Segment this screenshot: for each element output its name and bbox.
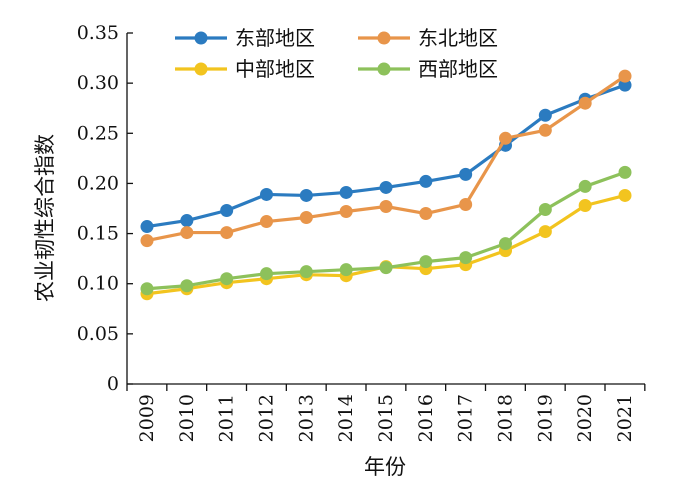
legend-item: 西部地区 <box>358 57 498 81</box>
data-point <box>618 69 632 83</box>
data-point <box>419 255 433 269</box>
data-point <box>419 174 433 188</box>
x-axis-title: 年份 <box>364 455 406 479</box>
data-point <box>618 165 632 179</box>
legend-item: 东部地区 <box>175 26 315 50</box>
data-point <box>499 131 512 145</box>
series-4 <box>140 165 632 296</box>
data-point <box>499 237 512 251</box>
data-point <box>140 220 154 234</box>
series-2 <box>140 69 632 248</box>
data-point <box>578 179 592 193</box>
x-tick-label: 2012 <box>256 394 278 442</box>
data-point <box>578 96 592 110</box>
x-tick-label: 2017 <box>455 394 477 442</box>
y-tick-label: 0 <box>107 373 119 395</box>
data-point <box>379 180 393 194</box>
data-point <box>538 225 552 239</box>
legend-label: 东北地区 <box>418 26 498 50</box>
x-tick-label: 2016 <box>415 394 437 442</box>
legend-item: 中部地区 <box>175 57 315 81</box>
x-tick-label: 2014 <box>335 394 357 442</box>
data-point <box>339 205 353 219</box>
data-point <box>339 263 353 277</box>
y-tick-label: 0.20 <box>77 172 119 194</box>
data-point <box>538 108 552 122</box>
data-point <box>260 187 273 201</box>
data-point <box>459 197 473 211</box>
legend-marker <box>377 31 391 45</box>
legend-label: 西部地区 <box>418 57 498 81</box>
x-tick-label: 2015 <box>375 394 397 442</box>
data-point <box>379 261 393 275</box>
x-tick-label: 2018 <box>495 394 517 442</box>
data-point <box>538 203 552 217</box>
data-point <box>180 226 194 240</box>
legend-item: 东北地区 <box>358 26 498 50</box>
x-tick-label: 2009 <box>136 394 158 442</box>
x-tick-label: 2020 <box>574 394 596 442</box>
y-tick-label: 0.30 <box>77 72 119 94</box>
legend-marker <box>377 62 391 76</box>
data-point <box>180 279 194 293</box>
y-tick-label: 0.15 <box>77 223 119 245</box>
data-point <box>140 282 154 296</box>
data-point <box>578 198 592 212</box>
data-point <box>260 215 273 229</box>
x-tick-label: 2013 <box>295 394 317 442</box>
data-point <box>299 211 313 225</box>
series-layer <box>140 69 632 301</box>
data-point <box>220 204 234 218</box>
y-tick-label: 0.25 <box>77 122 119 144</box>
x-tick-label: 2011 <box>216 394 238 442</box>
data-point <box>140 234 154 248</box>
x-tick-label: 2019 <box>534 394 556 442</box>
x-tick-label: 2010 <box>176 394 198 442</box>
legend-marker <box>194 31 208 45</box>
data-point <box>379 199 393 213</box>
legend-label: 中部地区 <box>235 57 315 81</box>
y-axis-title: 农业韧性综合指数 <box>33 134 57 302</box>
data-point <box>220 226 234 240</box>
data-point <box>538 123 552 137</box>
data-point <box>299 265 313 279</box>
x-tick-label: 2021 <box>614 394 636 442</box>
data-point <box>459 251 473 265</box>
x-ticks: 2009 2010 2011 2012 2013 2014 2015 2016 2017 2018… <box>126 384 646 442</box>
y-tick-label: 0.05 <box>77 323 119 345</box>
data-point <box>260 267 273 281</box>
y-tick-label: 0.35 <box>77 22 119 44</box>
legend-marker <box>194 62 208 76</box>
data-point <box>299 188 313 202</box>
data-point <box>339 185 353 199</box>
data-point <box>618 188 632 202</box>
axes <box>126 33 645 385</box>
data-point <box>419 207 433 221</box>
data-point <box>618 78 632 92</box>
y-ticks: 0 0.05 0.10 0.15 0.20 0.25 0.30 0.35 <box>77 22 133 395</box>
y-tick-label: 0.10 <box>77 273 119 295</box>
data-point <box>220 272 234 286</box>
data-point <box>180 214 194 228</box>
legend-label: 东部地区 <box>235 26 315 50</box>
data-point <box>459 167 473 181</box>
series-line <box>146 74 626 243</box>
